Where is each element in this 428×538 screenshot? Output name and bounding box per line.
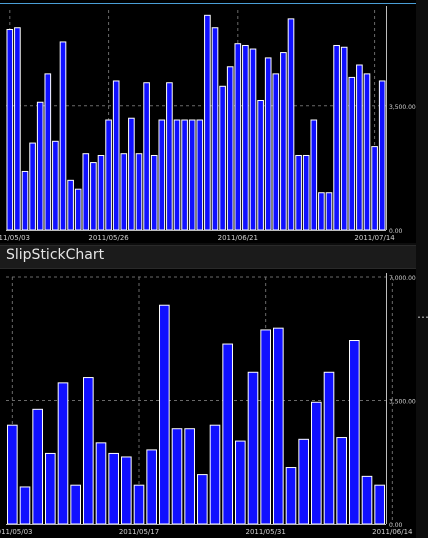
top-bar <box>120 153 128 231</box>
top-bar <box>219 85 226 231</box>
top-bar <box>90 162 97 231</box>
bottom-bar <box>171 428 183 525</box>
bottom-bar <box>108 452 119 525</box>
top-bar <box>242 44 249 231</box>
bottom-bar <box>222 343 233 525</box>
top-bar <box>226 66 234 231</box>
bottom-bar <box>273 327 284 525</box>
top-bar <box>150 154 158 231</box>
top-bar <box>264 57 272 231</box>
top-bar <box>302 154 310 231</box>
top-bar <box>257 99 264 231</box>
chart-title-bar: SlipStickChart <box>0 245 416 269</box>
chart-title: SlipStickChart <box>6 247 105 263</box>
top-bar <box>166 82 173 231</box>
top-bar <box>59 41 67 231</box>
top-bar <box>14 27 21 231</box>
top-bar <box>378 80 386 231</box>
bottom-x-tick-label: 2011/06/14 <box>372 528 413 536</box>
top-bar <box>173 119 181 231</box>
top-bar-chart: 0.00 3,500.00 2011/05/03 2011/05/26 2011/06/… <box>0 0 416 243</box>
top-bar <box>52 140 59 231</box>
bottom-bar <box>374 484 385 525</box>
top-bar <box>196 119 204 231</box>
bottom-bar <box>260 329 271 525</box>
top-bar <box>67 179 74 231</box>
top-y-tick-label: 3,500.00 <box>389 104 416 111</box>
top-bar <box>143 82 150 231</box>
top-bar <box>249 48 257 231</box>
bottom-bar <box>184 428 195 525</box>
top-bar <box>29 142 36 231</box>
bottom-bar <box>235 440 246 525</box>
bottom-bar <box>146 449 157 525</box>
top-bar <box>325 192 333 231</box>
bottom-bar <box>57 382 69 525</box>
top-bar <box>348 76 356 231</box>
top-bar <box>181 119 188 231</box>
bottom-x-tick-label: 2011/05/17 <box>119 528 159 536</box>
bottom-bar <box>349 340 360 525</box>
bottom-bar <box>285 467 297 525</box>
bottom-bar <box>159 304 170 525</box>
top-bar <box>371 146 378 231</box>
top-bar <box>295 154 302 231</box>
bottom-bar <box>32 408 43 525</box>
bottom-y-tick-label: 0.00 <box>389 522 403 529</box>
top-bar <box>333 44 340 231</box>
top-bar <box>356 64 363 231</box>
top-bar <box>105 119 112 231</box>
top-x-tick-label: 2011/05/03 <box>0 234 30 242</box>
top-bar <box>211 27 219 231</box>
top-bar <box>363 73 371 231</box>
top-bar <box>74 188 82 231</box>
bottom-x-tick-label: 2011/05/31 <box>245 528 285 536</box>
bottom-bar <box>133 484 145 525</box>
bottom-bar <box>361 475 373 525</box>
top-bar <box>188 119 196 231</box>
top-bar <box>36 101 44 231</box>
bottom-bar-chart: 0.00 3,500.00 7,000.00 2011/05/03 2011/05/17… <box>0 269 416 538</box>
bottom-y-tick-label: 3,500.00 <box>389 399 416 406</box>
bottom-bar <box>83 377 94 525</box>
top-x-tick-label: 2011/05/26 <box>88 234 129 242</box>
top-bar <box>82 153 90 231</box>
top-x-tick-label: 2011/07/14 <box>354 234 395 242</box>
top-bar <box>135 153 143 231</box>
bottom-bar <box>19 486 31 525</box>
top-bar <box>310 119 318 231</box>
top-bar <box>340 46 348 231</box>
bottom-bar <box>197 474 208 525</box>
top-bar <box>287 18 295 231</box>
top-bar <box>97 154 105 231</box>
bottom-bar <box>121 456 132 525</box>
top-bar <box>272 73 280 231</box>
top-bar <box>280 52 287 231</box>
top-y-tick-label: 0.00 <box>389 228 403 235</box>
bottom-bar <box>70 484 81 525</box>
top-bar <box>44 73 52 231</box>
top-bar <box>234 43 242 231</box>
top-x-tick-label: 2011/06/21 <box>218 234 258 242</box>
top-bar <box>128 117 135 231</box>
bottom-y-tick-label: 7,000.00 <box>389 275 416 282</box>
top-bar <box>6 29 14 231</box>
top-bar <box>318 192 325 231</box>
top-bar <box>112 80 120 231</box>
bottom-bar <box>298 438 309 525</box>
bottom-bar <box>311 401 322 525</box>
bottom-bar <box>7 424 18 525</box>
bottom-bar <box>95 442 107 525</box>
bottom-bar <box>247 371 259 525</box>
bottom-bar <box>45 452 56 525</box>
bottom-x-tick-label: 2011/05/03 <box>0 528 33 536</box>
bottom-bar <box>323 371 335 525</box>
overflow-menu-icon[interactable]: ⋯ <box>417 310 428 324</box>
top-bar <box>158 119 166 231</box>
bottom-bar <box>209 424 221 525</box>
bottom-bar <box>336 437 347 525</box>
top-bar <box>21 170 29 231</box>
top-bar <box>204 14 211 231</box>
